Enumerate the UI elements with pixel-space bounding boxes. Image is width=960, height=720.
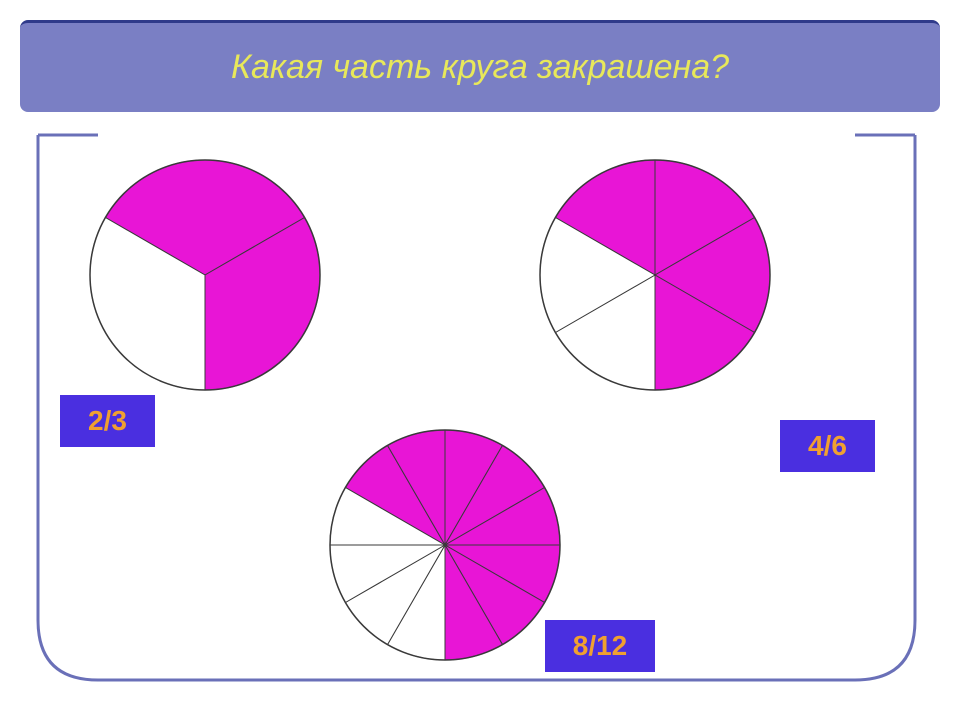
label-text: 2/3	[88, 405, 127, 437]
pie-8-12	[327, 427, 563, 663]
label-text: 8/12	[573, 630, 628, 662]
fraction-label-2-3: 2/3	[60, 395, 155, 447]
fraction-label-8-12: 8/12	[545, 620, 655, 672]
label-text: 4/6	[808, 430, 847, 462]
fraction-label-4-6: 4/6	[780, 420, 875, 472]
pie-4-6	[537, 157, 773, 393]
pie-2-3	[87, 157, 323, 393]
